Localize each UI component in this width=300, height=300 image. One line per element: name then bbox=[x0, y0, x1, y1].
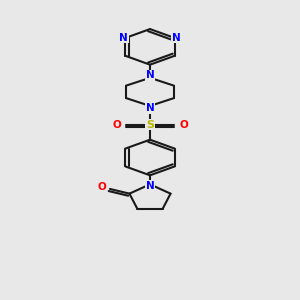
Text: N: N bbox=[146, 103, 154, 113]
Text: O: O bbox=[112, 120, 121, 130]
Text: O: O bbox=[179, 120, 188, 130]
Text: N: N bbox=[146, 181, 154, 190]
Text: O: O bbox=[98, 182, 106, 193]
Text: N: N bbox=[119, 33, 128, 43]
Text: N: N bbox=[146, 70, 154, 80]
Text: N: N bbox=[172, 33, 181, 43]
Text: S: S bbox=[146, 120, 154, 130]
